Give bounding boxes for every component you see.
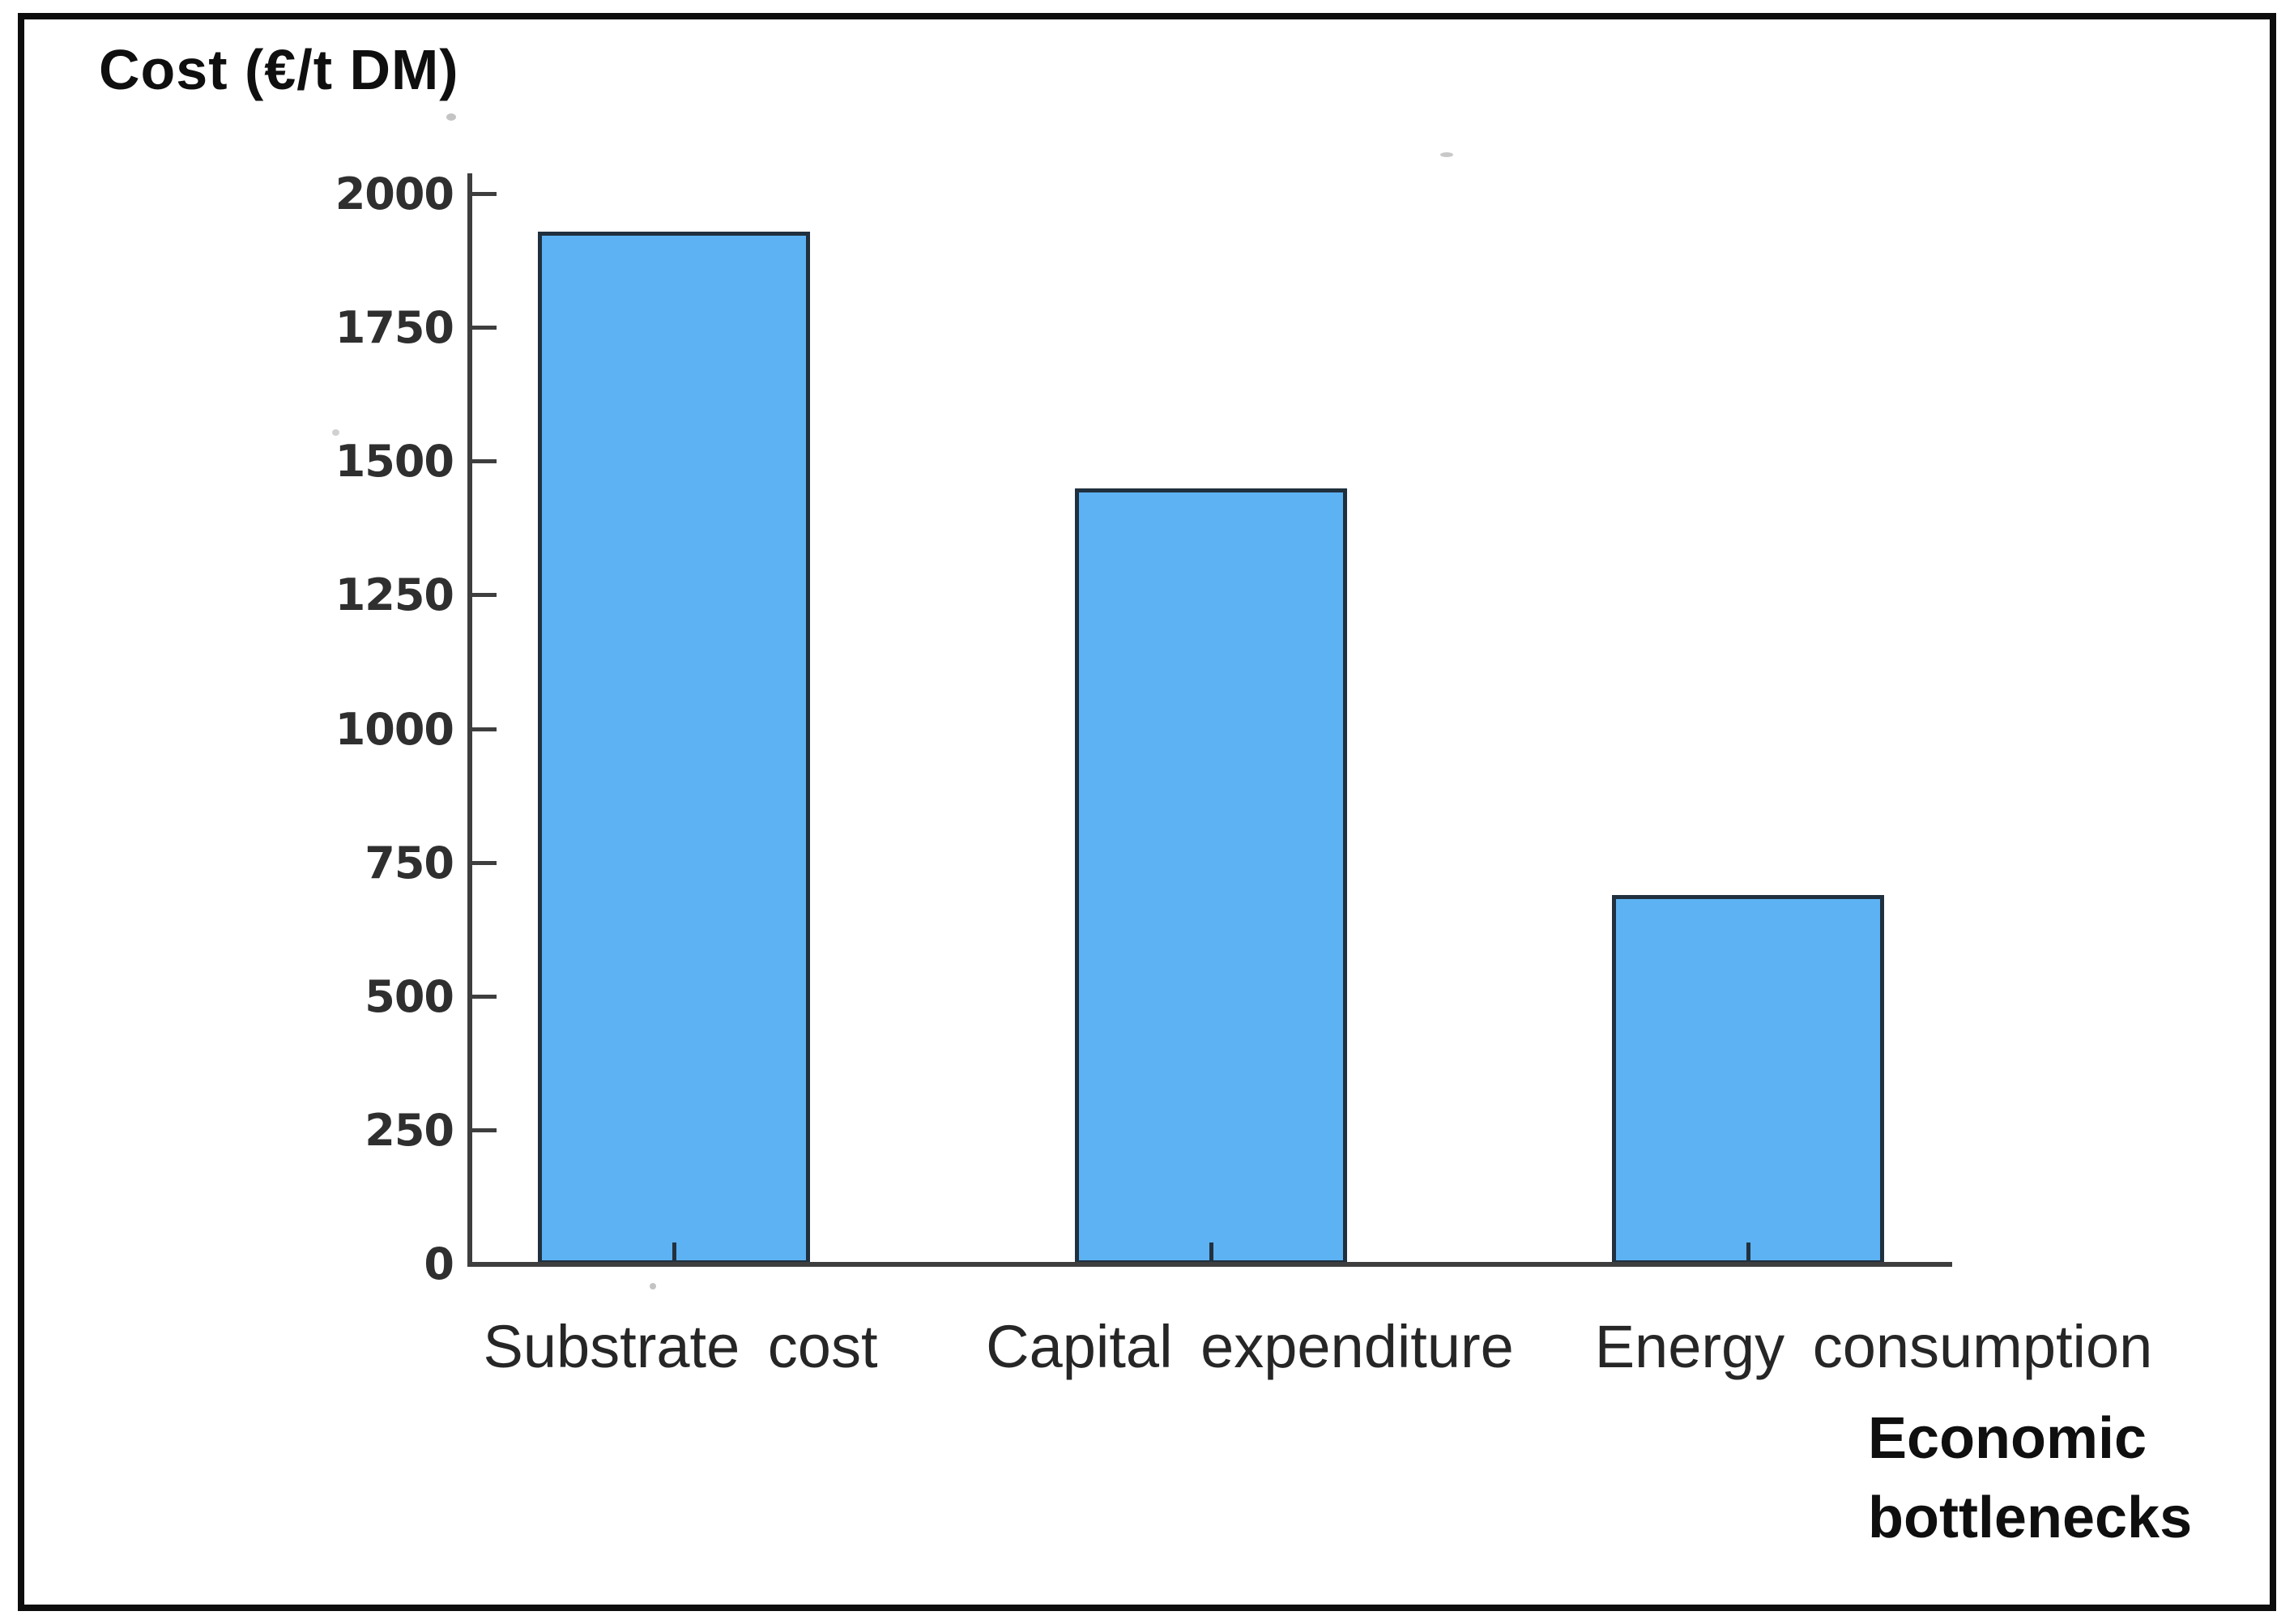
x-tick-capital-expenditure	[1209, 1243, 1213, 1262]
scan-artifact	[446, 113, 456, 121]
y-tick-label-1500: 1500	[335, 436, 454, 487]
y-tick-2000	[472, 192, 497, 196]
figure-frame	[18, 13, 2276, 1611]
y-tick-label-1250: 1250	[335, 569, 454, 620]
y-tick-label-500: 500	[365, 971, 454, 1022]
y-tick-1750	[472, 326, 497, 330]
x-tick-energy-consumption	[1746, 1243, 1750, 1262]
x-category-label-capital-expenditure: Capital expenditure	[986, 1313, 1514, 1380]
scan-artifact	[1440, 152, 1453, 157]
y-tick-500	[472, 995, 497, 999]
y-tick-label-1750: 1750	[335, 302, 454, 353]
y-tick-label-250: 250	[365, 1105, 454, 1156]
y-axis-line	[467, 173, 472, 1267]
y-tick-1250	[472, 593, 497, 597]
y-tick-0	[472, 1262, 497, 1266]
bar-energy-consumption	[1612, 895, 1884, 1264]
scan-artifact	[332, 429, 339, 436]
y-tick-label-750: 750	[365, 838, 454, 889]
x-axis-title: Economic bottlenecks	[1868, 1406, 2193, 1550]
y-tick-750	[472, 861, 497, 865]
x-category-label-energy-consumption: Energy consumption	[1594, 1313, 2153, 1380]
bar-capital-expenditure	[1075, 488, 1347, 1264]
x-axis-line	[467, 1262, 1952, 1267]
y-tick-label-2000: 2000	[335, 168, 454, 220]
bar-substrate-cost	[538, 232, 810, 1264]
y-tick-250	[472, 1128, 497, 1132]
x-category-label-substrate-cost: Substrate cost	[483, 1313, 878, 1380]
y-tick-1500	[472, 459, 497, 463]
y-axis-title: Cost (€/t DM)	[99, 38, 459, 101]
x-tick-substrate-cost	[672, 1243, 676, 1262]
scan-artifact	[650, 1283, 656, 1289]
y-tick-1000	[472, 727, 497, 731]
y-tick-label-1000: 1000	[335, 704, 454, 755]
y-tick-label-0: 0	[424, 1238, 454, 1289]
